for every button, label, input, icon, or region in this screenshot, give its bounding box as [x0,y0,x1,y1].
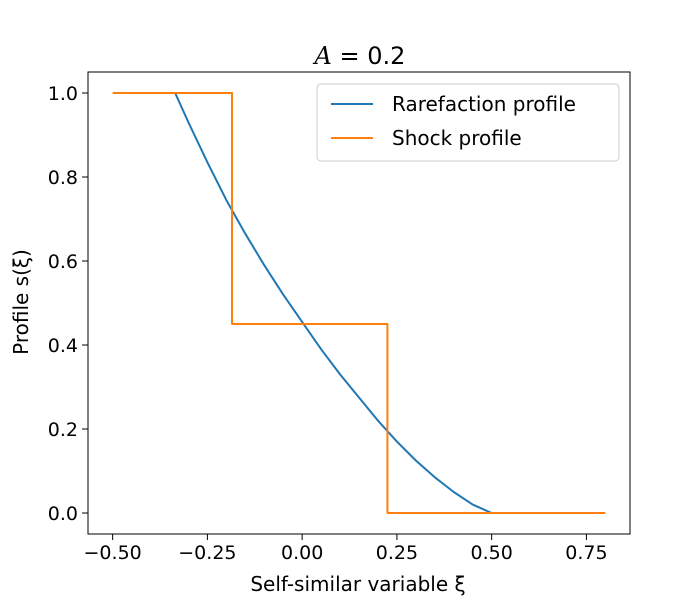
y-tick-label: 0.4 [48,335,78,357]
axes-layer: −0.50 −0.25 0.00 0.25 0.50 0.75 0.0 0.2 0.4 0.6 0.… [48,71,631,564]
y-tick-label: 0.6 [48,251,78,273]
x-axis-label: Self-similar variable ξ [250,572,465,596]
x-tick-label: 0.75 [565,542,607,564]
y-axis-label: Profile s(ξ) [9,249,33,355]
x-tick-label: 0.50 [471,542,513,564]
x-tick-label: 0.00 [281,542,323,564]
series-line-shock-profile [112,92,606,514]
x-tick-label: −0.25 [178,542,236,564]
y-tick-label: 0.2 [48,419,78,441]
legend: Rarefaction profile Shock profile [316,83,620,162]
legend-label: Rarefaction profile [392,92,576,116]
y-tick-label: 0.8 [48,167,78,189]
series-layer [112,92,606,514]
y-tick-label: 1.0 [48,83,78,105]
legend-box [316,83,620,162]
axes-frame [87,71,631,535]
x-tick-label: 0.25 [376,542,418,564]
chart-title: A = 0.2 [313,42,406,70]
legend-label: Shock profile [392,126,522,150]
series-line-rarefaction-profile [174,92,493,514]
y-tick-label: 0.0 [48,503,78,525]
x-tick-label: −0.50 [84,542,142,564]
